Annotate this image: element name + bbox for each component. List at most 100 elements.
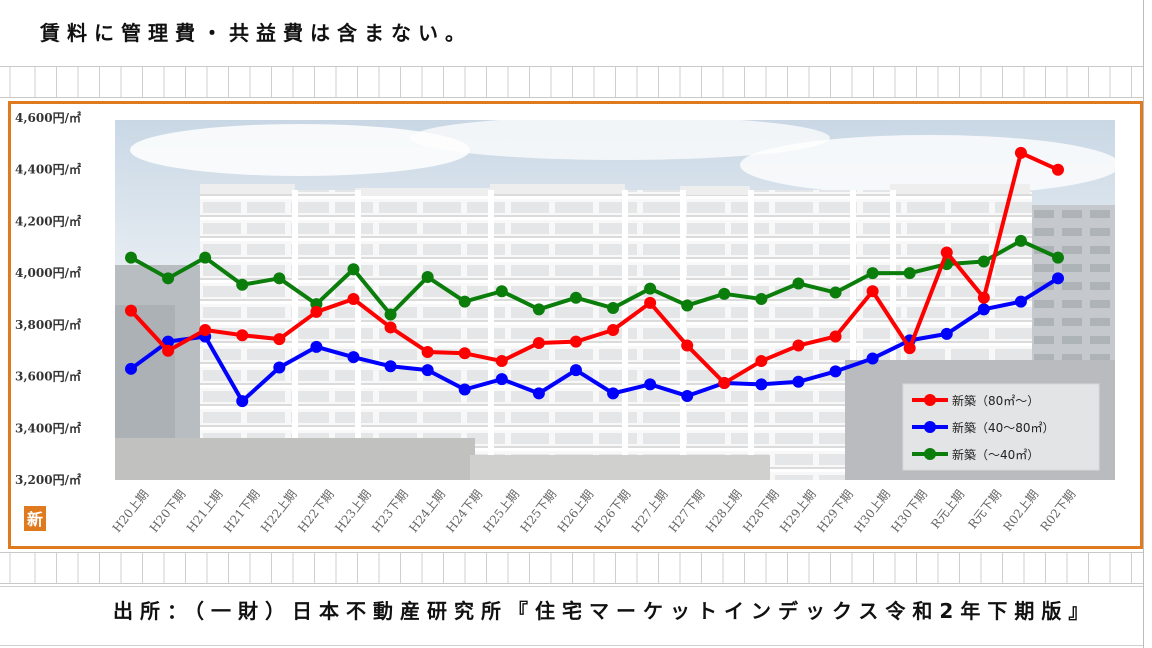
data-point-series-0-12 [569, 335, 582, 348]
data-point-series-0-17 [755, 355, 768, 368]
data-point-series-1-5 [310, 340, 323, 353]
x-tick-label: R元下期 [965, 487, 1004, 531]
data-point-series-0-19 [829, 330, 842, 343]
data-point-series-0-20 [866, 285, 879, 298]
sheet-grid-line [0, 586, 1143, 587]
x-tick-label: H29上期 [777, 487, 819, 535]
data-point-series-2-9 [458, 295, 471, 308]
data-point-series-0-22 [940, 246, 953, 259]
data-point-series-0-14 [644, 296, 657, 309]
note-text: 賃料に管理費・共益費は含まない。 [40, 21, 472, 45]
x-tick-label: H30下期 [888, 487, 930, 535]
logo-badge: 新 [24, 506, 46, 531]
data-point-series-0-8 [421, 346, 434, 359]
y-tick-label: 4,000円/㎡ [15, 265, 81, 280]
data-point-series-2-0 [125, 251, 137, 264]
x-tick-label: H24上期 [406, 487, 448, 535]
data-point-series-0-21 [903, 342, 916, 355]
data-point-series-0-15 [681, 339, 694, 352]
legend-label-0: 新築（80㎡～） [952, 393, 1039, 408]
legend-label-2: 新築（～40㎡） [952, 447, 1039, 462]
data-point-series-0-9 [458, 347, 471, 360]
legend-swatch-marker-1 [924, 421, 936, 433]
data-point-series-1-14 [644, 378, 657, 391]
x-tick-label: R元上期 [928, 487, 967, 531]
data-point-series-2-15 [681, 299, 694, 312]
y-tick-label: 4,400円/㎡ [15, 162, 81, 177]
data-point-series-0-2 [199, 324, 212, 337]
data-point-series-2-20 [866, 267, 879, 280]
plot-marks [125, 146, 1064, 408]
data-point-series-1-22 [940, 327, 953, 340]
data-point-series-2-25 [1052, 251, 1064, 264]
y-tick-label: 3,600円/㎡ [15, 369, 81, 384]
photo-foreground [115, 438, 475, 480]
data-point-series-1-11 [532, 387, 545, 400]
x-tick-label: H28下期 [740, 487, 782, 535]
y-tick-label: 3,400円/㎡ [15, 420, 81, 435]
data-point-series-0-0 [125, 304, 137, 317]
data-point-series-2-23 [977, 255, 990, 268]
x-tick-label: H20上期 [110, 487, 152, 535]
data-point-series-0-18 [792, 339, 805, 352]
data-point-series-2-17 [755, 293, 768, 305]
data-point-series-1-15 [681, 389, 694, 402]
data-point-series-1-13 [607, 387, 620, 400]
data-point-series-2-2 [199, 251, 212, 264]
data-point-series-2-12 [569, 291, 582, 304]
data-point-series-1-3 [236, 395, 249, 408]
legend: 新築（80㎡～） 新築（40～80㎡） 新築（～40㎡） [902, 383, 1100, 471]
photo-cloud [410, 120, 830, 160]
data-point-series-1-8 [421, 364, 434, 377]
data-point-series-0-1 [162, 344, 175, 357]
data-point-series-2-1 [162, 272, 175, 285]
data-point-series-0-5 [310, 305, 323, 318]
legend-label-1: 新築（40～80㎡） [952, 420, 1055, 435]
x-tick-label: H21上期 [184, 487, 226, 535]
x-tick-label: H26上期 [555, 487, 597, 535]
data-point-series-0-23 [977, 291, 990, 304]
logo-text: 新 [27, 510, 43, 529]
data-point-series-2-8 [421, 271, 434, 284]
data-point-series-0-3 [236, 329, 249, 342]
source-text: 出所：（一財）日本不動産研究所『住宅マーケットインデックス令和2年下期版』 [113, 599, 1096, 623]
data-point-series-1-23 [977, 303, 990, 316]
x-tick-label: H27下期 [666, 487, 708, 535]
y-tick-label: 3,800円/㎡ [15, 317, 81, 332]
data-point-series-0-11 [532, 336, 545, 349]
x-tick-label: H22下期 [295, 487, 337, 535]
x-tick-label: H25上期 [481, 487, 523, 535]
data-point-series-2-4 [273, 272, 286, 285]
x-tick-label: H30上期 [851, 487, 893, 535]
x-tick-label: H25下期 [518, 487, 560, 535]
y-tick-label: 3,200円/㎡ [15, 472, 81, 487]
data-point-series-2-16 [718, 287, 731, 300]
series-line-1 [129, 276, 1060, 404]
data-point-series-1-25 [1052, 272, 1064, 285]
data-point-series-2-6 [347, 263, 360, 276]
data-point-series-1-10 [495, 373, 508, 386]
data-point-series-0-6 [347, 293, 360, 305]
data-point-series-0-25 [1052, 163, 1064, 176]
x-tick-label: R02下期 [1038, 487, 1079, 534]
data-point-series-2-11 [532, 303, 545, 316]
data-point-series-1-9 [458, 383, 471, 396]
photo-foreground [470, 455, 770, 480]
data-point-series-1-7 [384, 360, 397, 373]
data-point-series-1-19 [829, 365, 842, 378]
data-point-series-2-24 [1014, 234, 1027, 247]
data-point-series-2-14 [644, 282, 657, 295]
logo-badge-box [24, 506, 46, 531]
y-tick-label: 4,200円/㎡ [15, 213, 81, 228]
data-point-series-2-3 [236, 278, 249, 291]
data-point-series-1-4 [273, 361, 286, 374]
x-tick-label: H29下期 [814, 487, 856, 535]
data-point-series-2-10 [495, 285, 508, 298]
photo-rooftop [200, 184, 1030, 196]
x-tick-label: H22上期 [258, 487, 300, 535]
x-tick-label: R02上期 [1001, 487, 1042, 534]
x-tick-label: H27上期 [629, 487, 671, 535]
sheet-grid-row-top [0, 66, 1143, 98]
x-tick-label: H24下期 [443, 487, 485, 535]
